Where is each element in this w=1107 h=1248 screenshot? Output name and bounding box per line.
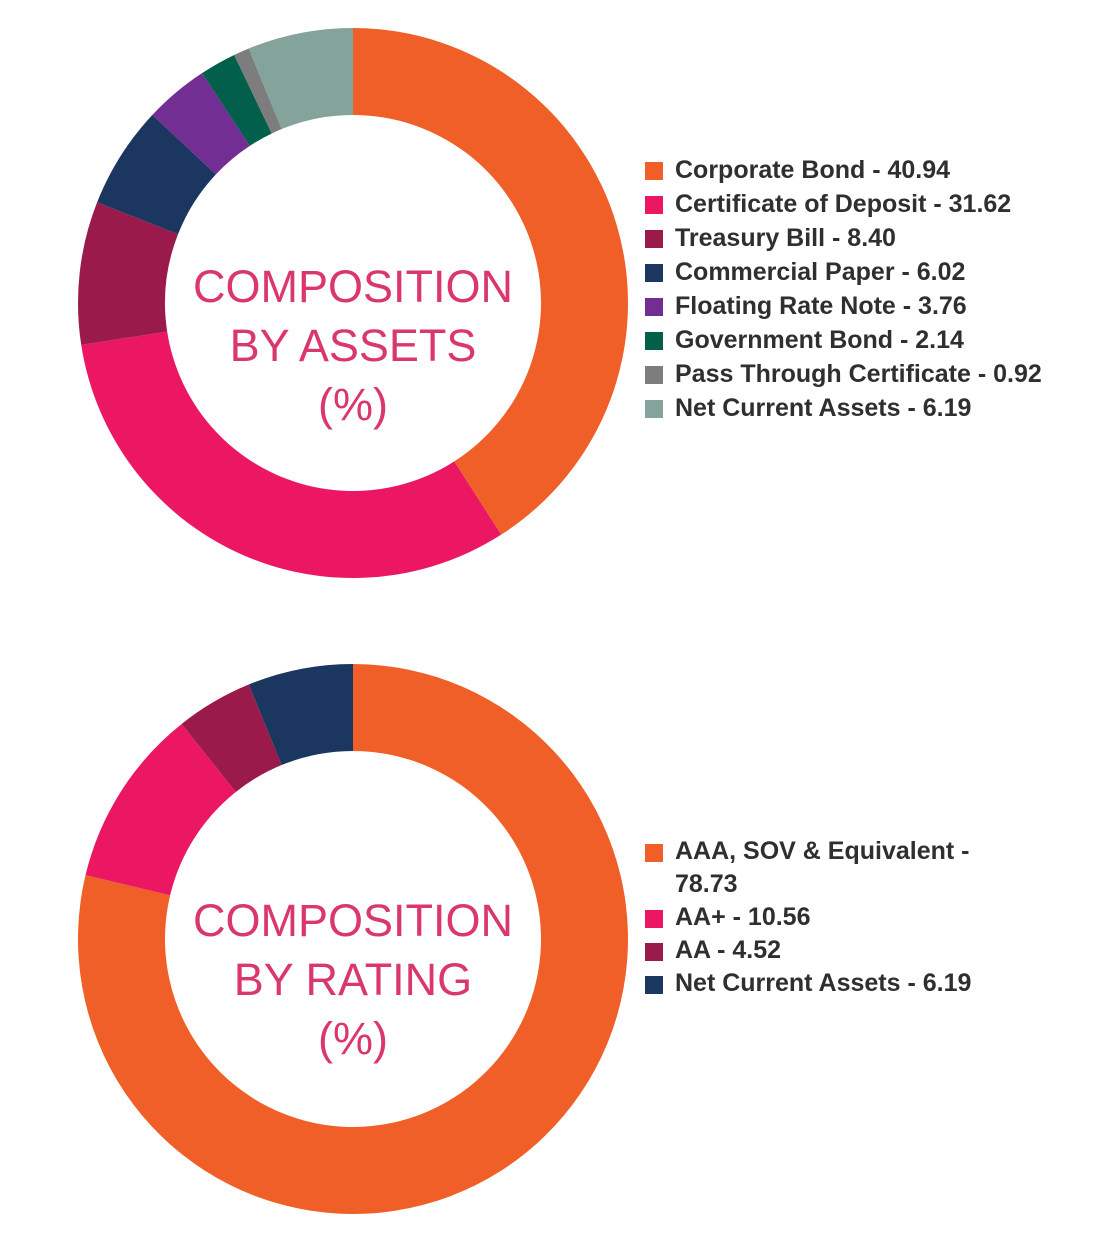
legend-rating: AAA, SOV & Equivalent - 78.73 AA+ - 10.56…	[645, 835, 1020, 1000]
legend-swatch	[645, 976, 663, 994]
legend-swatch	[645, 332, 663, 350]
legend-label: Treasury Bill - 8.40	[675, 224, 896, 252]
legend-item: Certificate of Deposit - 31.62	[645, 187, 1042, 221]
legend-swatch	[645, 298, 663, 316]
donut-slice-floating-rate-note	[152, 73, 250, 175]
title-line: COMPOSITION	[192, 895, 513, 946]
title-line: BY ASSETS	[229, 320, 477, 371]
legend-swatch	[645, 910, 663, 928]
donut-slice-net-current-assets	[248, 28, 353, 130]
donut-slice-aaa-sov-equivalent	[77, 664, 628, 1214]
title-line: BY RATING	[233, 954, 473, 1005]
legend-label: Government Bond - 2.14	[675, 326, 964, 354]
legend-label: Commercial Paper - 6.02	[675, 258, 966, 286]
legend-label: Floating Rate Note - 3.76	[675, 292, 967, 320]
legend-item: Treasury Bill - 8.40	[645, 221, 1042, 255]
donut-slice-government-bond	[202, 54, 272, 146]
donut-slice-commercial-paper	[97, 114, 216, 235]
chart-title-assets: COMPOSITION BY ASSETS (%)	[160, 257, 546, 434]
title-line: (%)	[318, 1013, 388, 1064]
legend-label: Net Current Assets - 6.19	[675, 969, 972, 997]
legend-swatch	[645, 943, 663, 961]
legend-swatch	[645, 196, 663, 214]
legend-swatch	[645, 264, 663, 282]
legend-swatch	[645, 162, 663, 180]
donut-chart-assets	[78, 28, 628, 578]
legend-swatch	[645, 230, 663, 248]
donut-slice-pass-through-certificate	[234, 48, 282, 134]
chart-rating: COMPOSITION BY RATING (%) AAA, SOV & Equ…	[0, 636, 1107, 1236]
donut-slice-net-current-assets	[248, 664, 353, 766]
title-line: COMPOSITION	[192, 261, 513, 312]
legend-assets: Corporate Bond - 40.94 Certificate of Dep…	[645, 153, 1042, 425]
legend-item: AA - 4.52	[645, 934, 1020, 967]
legend-swatch	[645, 366, 663, 384]
donut-slice-aa	[85, 723, 236, 896]
legend-label: Pass Through Certificate - 0.92	[675, 360, 1042, 388]
legend-label: Certificate of Deposit - 31.62	[675, 190, 1012, 218]
donut-chart-rating	[77, 664, 628, 1214]
legend-label: AAA, SOV & Equivalent - 78.73	[675, 837, 970, 898]
legend-item: AA+ - 10.56	[645, 901, 1020, 934]
legend-label: AA+ - 10.56	[675, 903, 811, 931]
legend-item: Net Current Assets - 6.19	[645, 391, 1042, 425]
legend-swatch	[645, 400, 663, 418]
donut-slice-corporate-bond	[353, 28, 628, 535]
legend-item: Government Bond - 2.14	[645, 323, 1042, 357]
legend-swatch	[645, 844, 663, 862]
legend-label: Net Current Assets - 6.19	[675, 394, 972, 422]
legend-item: Net Current Assets - 6.19	[645, 967, 1020, 1000]
donut-slice-treasury-bill	[78, 202, 179, 345]
legend-item: Corporate Bond - 40.94	[645, 153, 1042, 187]
legend-item: Commercial Paper - 6.02	[645, 255, 1042, 289]
legend-label: AA - 4.52	[675, 936, 782, 964]
donut-slice-aa	[181, 684, 282, 792]
chart-assets: COMPOSITION BY ASSETS (%) Corporate Bond…	[0, 0, 1107, 600]
chart-title-rating: COMPOSITION BY RATING (%)	[160, 891, 546, 1068]
legend-item: Floating Rate Note - 3.76	[645, 289, 1042, 323]
legend-item: Pass Through Certificate - 0.92	[645, 357, 1042, 391]
title-line: (%)	[318, 379, 388, 430]
donut-slice-certificate-of-deposit	[81, 331, 502, 578]
legend-item: AAA, SOV & Equivalent - 78.73	[645, 835, 1020, 901]
legend-label: Corporate Bond - 40.94	[675, 156, 951, 184]
